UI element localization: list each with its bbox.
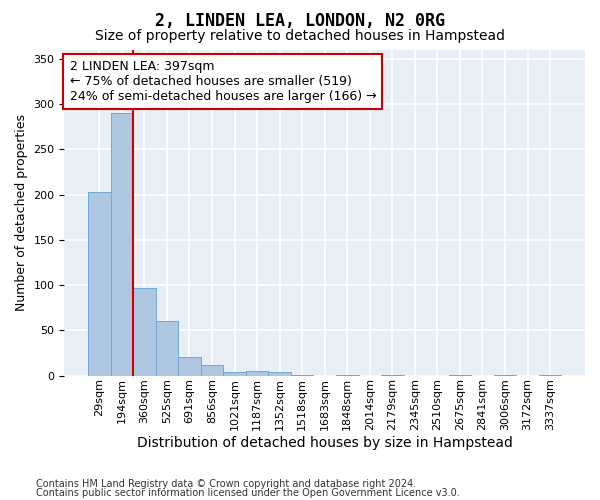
Bar [110, 114, 133, 376]
Bar [449, 374, 471, 376]
Bar [494, 374, 516, 376]
Text: Size of property relative to detached houses in Hampstead: Size of property relative to detached ho… [95, 29, 505, 43]
Y-axis label: Number of detached properties: Number of detached properties [15, 114, 28, 312]
Bar [336, 374, 359, 376]
X-axis label: Distribution of detached houses by size in Hampstead: Distribution of detached houses by size … [137, 436, 512, 450]
Bar [133, 288, 155, 376]
Bar [268, 372, 291, 376]
Text: 2, LINDEN LEA, LONDON, N2 0RG: 2, LINDEN LEA, LONDON, N2 0RG [155, 12, 445, 30]
Bar [155, 322, 178, 376]
Bar [223, 372, 246, 376]
Bar [178, 358, 201, 376]
Text: 2 LINDEN LEA: 397sqm
← 75% of detached houses are smaller (519)
24% of semi-deta: 2 LINDEN LEA: 397sqm ← 75% of detached h… [70, 60, 376, 103]
Bar [291, 374, 313, 376]
Bar [201, 364, 223, 376]
Bar [539, 374, 562, 376]
Bar [88, 192, 110, 376]
Text: Contains public sector information licensed under the Open Government Licence v3: Contains public sector information licen… [36, 488, 460, 498]
Bar [246, 371, 268, 376]
Text: Contains HM Land Registry data © Crown copyright and database right 2024.: Contains HM Land Registry data © Crown c… [36, 479, 416, 489]
Bar [381, 374, 404, 376]
